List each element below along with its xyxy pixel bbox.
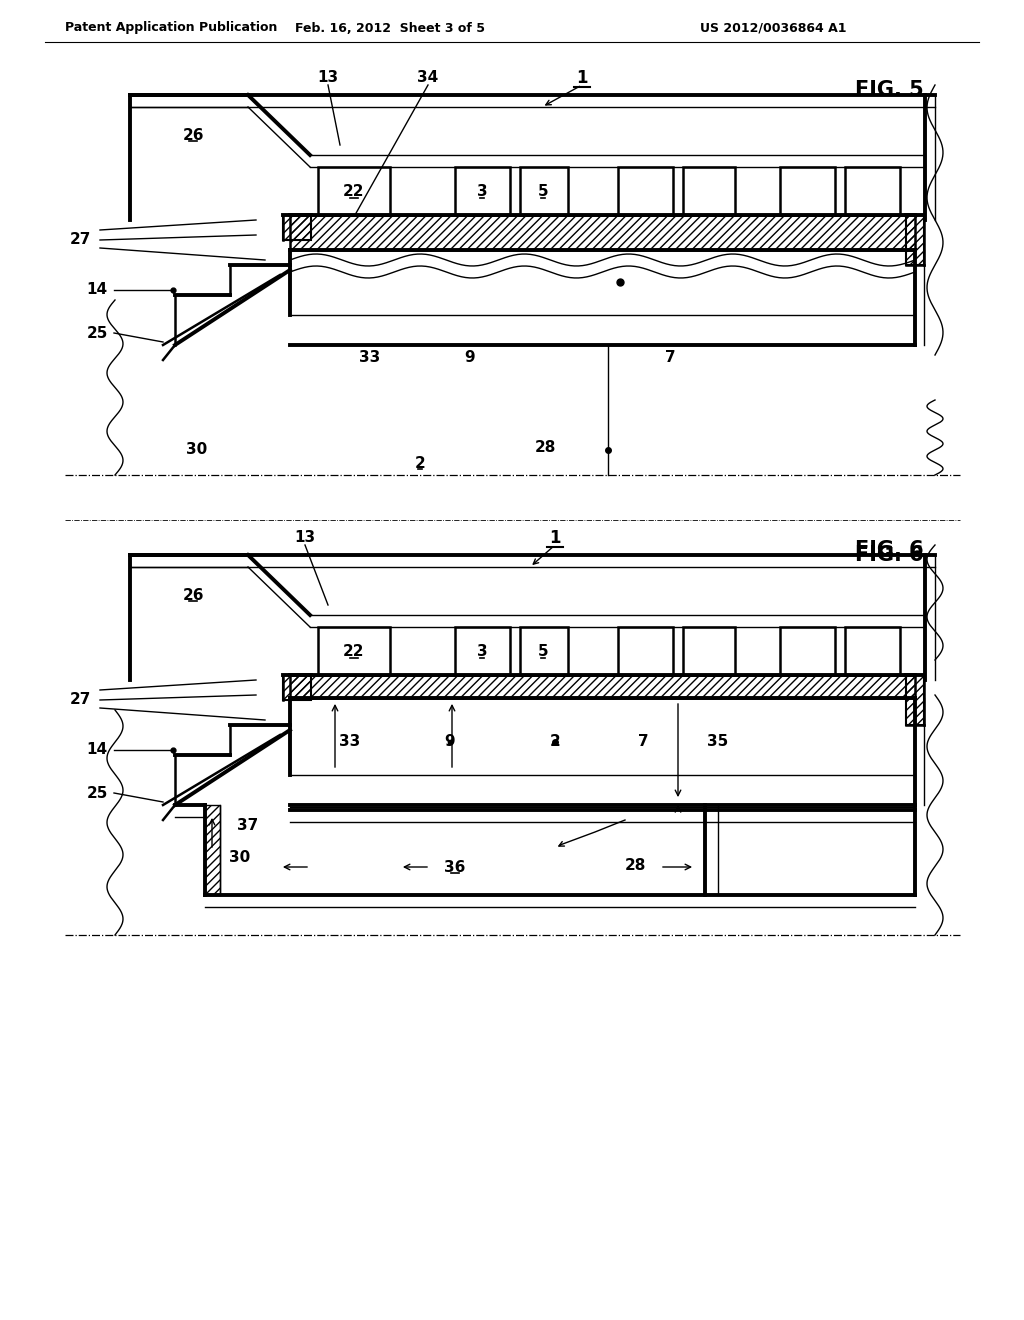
Bar <box>618 627 673 675</box>
Text: 30: 30 <box>229 850 251 866</box>
Text: 22: 22 <box>343 185 365 199</box>
Bar <box>283 675 311 700</box>
Bar <box>205 805 220 895</box>
Bar <box>455 627 510 675</box>
Text: 26: 26 <box>182 587 204 602</box>
Text: 30: 30 <box>186 442 208 458</box>
Bar <box>683 627 735 675</box>
Text: 13: 13 <box>317 70 339 86</box>
Text: 28: 28 <box>535 441 556 455</box>
Bar <box>290 215 915 249</box>
Text: 33: 33 <box>339 734 360 750</box>
Text: US 2012/0036864 A1: US 2012/0036864 A1 <box>700 21 847 34</box>
Text: 1: 1 <box>549 529 561 546</box>
Text: FIG. 6: FIG. 6 <box>855 540 924 560</box>
Bar <box>845 627 900 675</box>
Bar <box>780 168 835 215</box>
Text: 7: 7 <box>665 350 675 364</box>
Text: 2: 2 <box>550 734 560 750</box>
Text: 9: 9 <box>444 734 456 750</box>
Text: 5: 5 <box>538 185 548 199</box>
Text: 27: 27 <box>70 693 91 708</box>
Bar <box>520 168 568 215</box>
Text: 3: 3 <box>477 644 487 660</box>
Bar <box>520 627 568 675</box>
Bar <box>906 675 924 725</box>
Text: 25: 25 <box>86 785 108 800</box>
Text: 25: 25 <box>86 326 108 341</box>
Text: 33: 33 <box>359 350 381 364</box>
Text: Feb. 16, 2012  Sheet 3 of 5: Feb. 16, 2012 Sheet 3 of 5 <box>295 21 485 34</box>
Bar <box>845 168 900 215</box>
Bar <box>290 675 915 698</box>
Text: Patent Application Publication: Patent Application Publication <box>65 21 278 34</box>
Text: 27: 27 <box>70 232 91 248</box>
Text: 37: 37 <box>238 817 259 833</box>
Bar <box>683 168 735 215</box>
Bar <box>618 168 673 215</box>
Bar <box>455 168 510 215</box>
Text: FIG. 6: FIG. 6 <box>855 545 924 565</box>
Text: 36: 36 <box>444 859 466 874</box>
Bar <box>780 627 835 675</box>
Text: 14: 14 <box>86 282 108 297</box>
Text: 3: 3 <box>477 185 487 199</box>
Text: 7: 7 <box>638 734 648 750</box>
Text: 26: 26 <box>182 128 204 143</box>
Bar <box>318 627 390 675</box>
Text: 35: 35 <box>708 734 729 750</box>
Text: 1: 1 <box>577 69 588 87</box>
Text: 5: 5 <box>538 644 548 660</box>
Bar <box>318 168 390 215</box>
Text: 2: 2 <box>415 455 425 470</box>
Bar <box>283 215 311 240</box>
Bar <box>906 215 924 265</box>
Text: 14: 14 <box>86 742 108 758</box>
Text: 34: 34 <box>418 70 438 86</box>
Text: 13: 13 <box>295 531 315 545</box>
Text: FIG. 5: FIG. 5 <box>855 81 924 100</box>
Text: 22: 22 <box>343 644 365 660</box>
Text: 28: 28 <box>625 858 646 873</box>
Text: 9: 9 <box>465 350 475 364</box>
